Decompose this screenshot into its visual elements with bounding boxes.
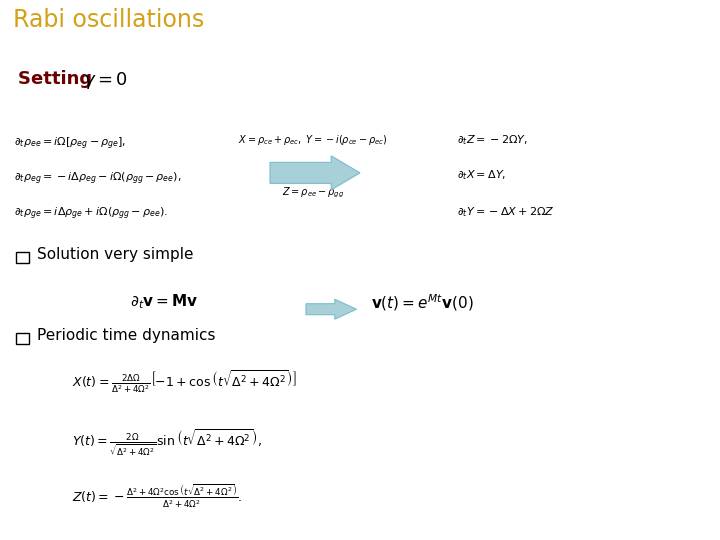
Text: Periodic time dynamics: Periodic time dynamics [37,328,216,343]
Text: Rabi oscillations: Rabi oscillations [13,8,204,32]
Text: $\mathbf{v}(t) = e^{Mt}\mathbf{v}(0)$: $\mathbf{v}(t) = e^{Mt}\mathbf{v}(0)$ [371,293,474,313]
Bar [16,252,29,263]
FancyArrow shape [306,299,356,319]
Text: $\partial_t Z = -2\Omega Y,$: $\partial_t Z = -2\Omega Y,$ [457,133,528,147]
Text: $\partial_t \rho_{eg} = -i\Delta\rho_{eg} - i\Omega(\rho_{gg} - \rho_{ee}),$: $\partial_t \rho_{eg} = -i\Delta\rho_{eg… [14,171,182,187]
Text: $Z = \rho_{ee} - \rho_{gg}$: $Z = \rho_{ee} - \rho_{gg}$ [282,185,344,200]
Text: $\partial_t \rho_{ge} = i\Delta\rho_{ge} + i\Omega(\rho_{gg} - \rho_{ee}).$: $\partial_t \rho_{ge} = i\Delta\rho_{ge}… [14,205,168,222]
Text: $\gamma = 0$: $\gamma = 0$ [83,71,127,91]
Text: $X(t) = \frac{2\Delta\Omega}{\Delta^2+4\Omega^2}\left[-1+\cos\left(t\sqrt{\Delta: $X(t) = \frac{2\Delta\Omega}{\Delta^2+4\… [72,368,297,395]
Text: Setting: Setting [18,71,104,89]
Text: $Y(t) = \frac{2\Omega}{\sqrt{\Delta^2+4\Omega^2}}\sin\left(t\sqrt{\Delta^2+4\Ome: $Y(t) = \frac{2\Omega}{\sqrt{\Delta^2+4\… [72,428,262,458]
Text: $\partial_t \rho_{ee} = i\Omega[\rho_{eg} - \rho_{ge}],$: $\partial_t \rho_{ee} = i\Omega[\rho_{eg… [14,136,127,152]
Text: $X = \rho_{ce}+\rho_{ec},\; Y = -i(\rho_{ce}-\rho_{ec})$: $X = \rho_{ce}+\rho_{ec},\; Y = -i(\rho_… [238,133,388,147]
Text: $\partial_t X = \Delta Y,$: $\partial_t X = \Delta Y,$ [457,168,506,181]
Bar [16,333,29,343]
FancyArrow shape [270,156,360,190]
Text: Solution very simple: Solution very simple [37,247,194,262]
Text: $\partial_t \mathbf{v} = \mathbf{M}\mathbf{v}$: $\partial_t \mathbf{v} = \mathbf{M}\math… [130,293,198,312]
Text: $Z(t) = -\frac{\Delta^2+4\Omega^2\cos\left(t\sqrt{\Delta^2+4\Omega^2}\right)}{\D: $Z(t) = -\frac{\Delta^2+4\Omega^2\cos\le… [72,483,243,510]
Text: $\partial_t Y = -\Delta X + 2\Omega Z$: $\partial_t Y = -\Delta X + 2\Omega Z$ [457,205,555,219]
